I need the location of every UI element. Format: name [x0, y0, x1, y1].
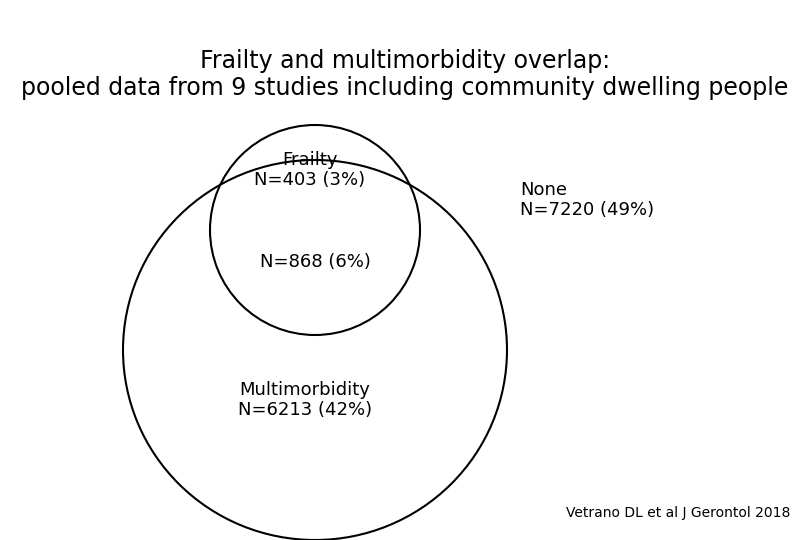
Text: Frailty and multimorbidity overlap:
pooled data from 9 studies including communi: Frailty and multimorbidity overlap: pool…	[21, 49, 789, 100]
Text: None
N=7220 (49%): None N=7220 (49%)	[520, 180, 654, 219]
Text: Frailty
N=403 (3%): Frailty N=403 (3%)	[254, 151, 365, 190]
Text: Multimorbidity
N=6213 (42%): Multimorbidity N=6213 (42%)	[238, 381, 372, 420]
Text: N=868 (6%): N=868 (6%)	[259, 253, 370, 271]
Text: Vetrano DL et al J Gerontol 2018: Vetrano DL et al J Gerontol 2018	[565, 506, 790, 520]
